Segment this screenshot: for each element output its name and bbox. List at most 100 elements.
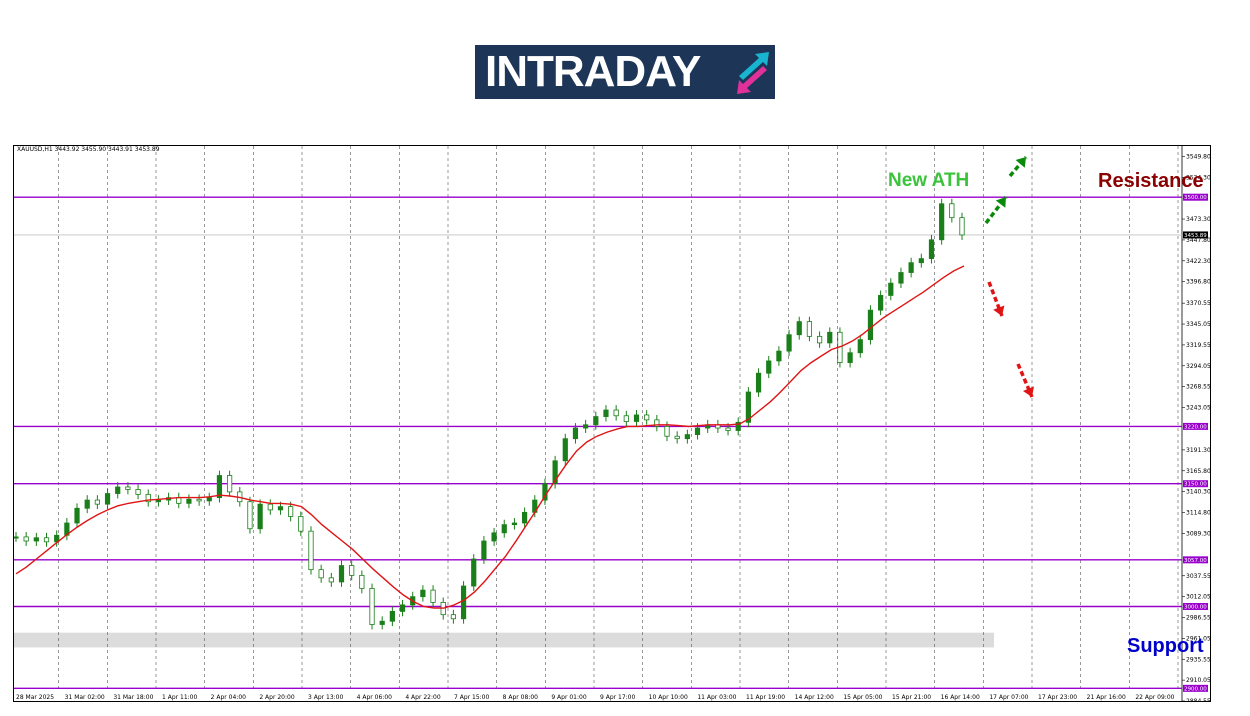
y-tick-label: 3447.80 bbox=[1186, 237, 1210, 244]
candle-body bbox=[735, 421, 741, 431]
candle-body bbox=[949, 203, 955, 219]
candle-body bbox=[806, 321, 813, 337]
y-tick-label: 3473.30 bbox=[1186, 216, 1210, 223]
candle-body bbox=[359, 574, 365, 589]
candle-body bbox=[125, 486, 131, 490]
candle-body bbox=[399, 604, 406, 612]
y-tick-label: 3191.30 bbox=[1186, 447, 1210, 454]
candle-body bbox=[186, 498, 192, 504]
y-tick-label: 3294.05 bbox=[1186, 363, 1210, 370]
x-tick-label: 9 Apr 01:00 bbox=[551, 694, 586, 701]
y-tick-label: 3524.30 bbox=[1186, 174, 1210, 181]
x-tick-label: 11 Apr 19:00 bbox=[746, 694, 785, 701]
candle-body bbox=[176, 497, 182, 504]
y-tick-label: 3370.55 bbox=[1186, 300, 1210, 307]
x-tick-label: 17 Apr 23:00 bbox=[1038, 694, 1077, 701]
candle-body bbox=[277, 506, 284, 511]
price-level-tag bbox=[1183, 480, 1208, 488]
candle-body bbox=[745, 391, 751, 423]
candle-body bbox=[786, 334, 792, 352]
candle-body bbox=[552, 460, 558, 485]
candle-body bbox=[369, 588, 375, 625]
x-tick-label: 1 Apr 11:00 bbox=[162, 694, 197, 701]
resistance-label: Resistance bbox=[1098, 170, 1204, 192]
candle-body bbox=[766, 360, 772, 374]
candle-body bbox=[664, 426, 670, 437]
x-tick-label: 2 Apr 04:00 bbox=[211, 694, 246, 701]
bearish-arrow-lower-head bbox=[1022, 386, 1035, 397]
x-tick-label: 3 Apr 13:00 bbox=[308, 694, 343, 701]
price-level-tag bbox=[1183, 684, 1208, 692]
candle-body bbox=[23, 536, 29, 542]
candle-body bbox=[654, 419, 660, 427]
bearish-arrow-upper-head bbox=[993, 305, 1005, 316]
candle-body bbox=[135, 489, 141, 495]
price-level-label: 3000.00 bbox=[1184, 604, 1207, 610]
candle-body bbox=[867, 309, 874, 341]
y-tick-label: 3243.05 bbox=[1186, 405, 1210, 412]
x-tick-label: 15 Apr 21:00 bbox=[892, 694, 931, 701]
candle-body bbox=[918, 258, 924, 264]
candle-body bbox=[613, 409, 619, 417]
candle-body bbox=[755, 372, 762, 393]
candle-body bbox=[522, 511, 528, 524]
y-tick-label: 3268.55 bbox=[1186, 384, 1210, 391]
y-tick-label: 2961.05 bbox=[1186, 635, 1210, 642]
x-tick-label: 11 Apr 03:00 bbox=[697, 694, 736, 701]
price-level-tag bbox=[1183, 556, 1208, 564]
candle-body bbox=[593, 416, 599, 426]
candle-body bbox=[216, 475, 223, 499]
candle-body bbox=[633, 414, 640, 422]
price-level-label: 3057.00 bbox=[1184, 558, 1207, 564]
candle-body bbox=[928, 239, 935, 259]
x-tick-label: 8 Apr 08:00 bbox=[503, 694, 538, 701]
y-tick-label: 3549.80 bbox=[1186, 153, 1210, 160]
candle-body bbox=[796, 321, 802, 336]
y-tick-label: 2910.05 bbox=[1186, 677, 1210, 684]
x-tick-label: 4 Apr 22:00 bbox=[405, 694, 440, 701]
support-label: Support bbox=[1127, 635, 1204, 657]
candle-body bbox=[14, 536, 19, 539]
candle-body bbox=[349, 565, 355, 576]
candle-body bbox=[562, 438, 568, 462]
y-tick-label: 3089.30 bbox=[1186, 530, 1210, 537]
candle-body bbox=[420, 589, 426, 598]
candle-body bbox=[857, 339, 863, 354]
y-tick-label: 3012.05 bbox=[1186, 594, 1210, 601]
candle-body bbox=[684, 434, 690, 440]
candle-body bbox=[257, 503, 263, 530]
candle-body bbox=[308, 530, 314, 571]
candle-body bbox=[816, 335, 823, 344]
price-level-label: 3150.00 bbox=[1184, 482, 1207, 488]
bullish-arrow-lower-head bbox=[995, 197, 1006, 208]
y-tick-label: 3165.80 bbox=[1186, 468, 1210, 475]
price-level-label: 3500.00 bbox=[1184, 195, 1207, 201]
x-tick-label: 10 Apr 10:00 bbox=[649, 694, 688, 701]
new-ath-label: New ATH bbox=[888, 170, 970, 191]
x-tick-label: 31 Mar 18:00 bbox=[113, 694, 153, 701]
candle-body bbox=[115, 486, 121, 494]
candle-body bbox=[572, 427, 579, 440]
x-tick-label: 2 Apr 20:00 bbox=[259, 694, 294, 701]
up-down-arrows-icon bbox=[737, 52, 769, 94]
candle-body bbox=[939, 203, 945, 241]
y-tick-label: 3114.80 bbox=[1186, 510, 1210, 517]
price-level-label: 3220.00 bbox=[1184, 424, 1207, 430]
x-tick-label: 22 Apr 09:00 bbox=[1135, 694, 1174, 701]
y-tick-label: 3037.55 bbox=[1186, 573, 1210, 580]
candle-body bbox=[694, 427, 701, 435]
current-price-tag bbox=[1183, 231, 1208, 239]
candle-body bbox=[104, 493, 111, 505]
candle-body bbox=[338, 565, 345, 583]
candle-body bbox=[74, 507, 80, 524]
candle-body bbox=[389, 611, 395, 622]
candle-body bbox=[155, 499, 162, 503]
price-level-tag bbox=[1183, 422, 1208, 430]
candle-body bbox=[908, 262, 914, 273]
candle-body bbox=[430, 589, 436, 603]
candle-body bbox=[298, 516, 304, 532]
candle-body bbox=[328, 577, 334, 583]
y-tick-label: 2935.55 bbox=[1186, 656, 1210, 663]
candle-body bbox=[959, 217, 965, 236]
candle-body bbox=[227, 475, 233, 493]
